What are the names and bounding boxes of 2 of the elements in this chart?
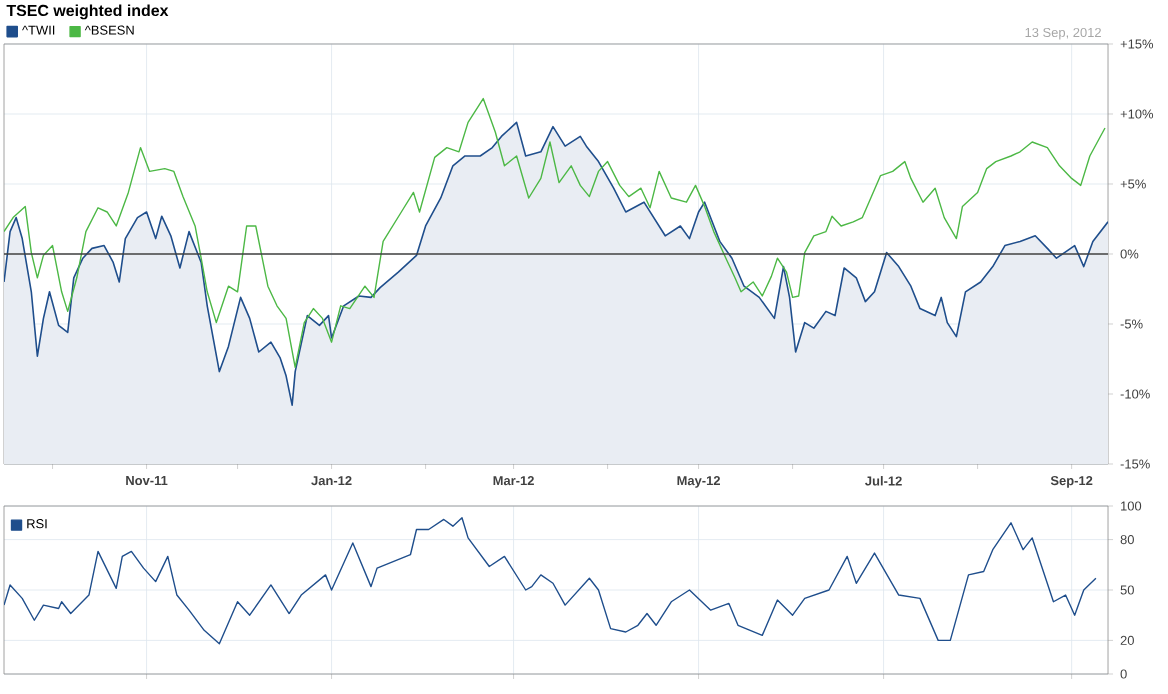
line-series	[4, 97, 1106, 369]
line-series	[4, 517, 1097, 645]
